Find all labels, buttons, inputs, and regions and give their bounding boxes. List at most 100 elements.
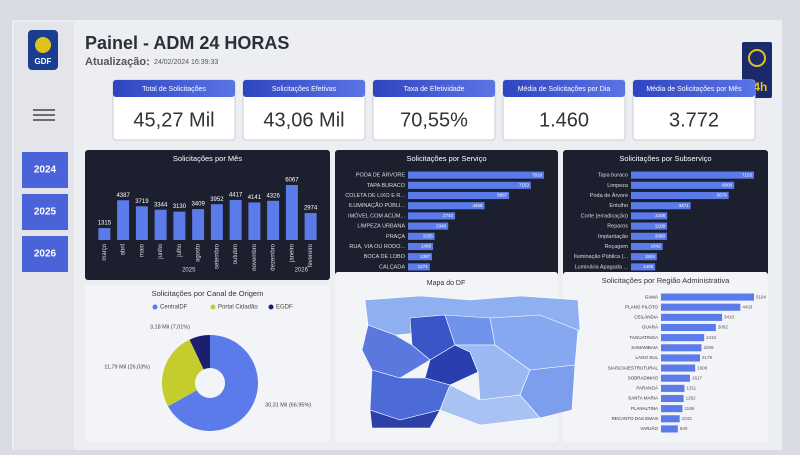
bar: [661, 384, 685, 392]
bar: [408, 191, 510, 200]
data-label: 1311: [686, 386, 696, 391]
bar: [304, 213, 317, 240]
year-button[interactable]: [22, 236, 68, 272]
data-label: 2089: [655, 233, 666, 238]
data-label: 5194: [756, 294, 767, 299]
kpi-header: [113, 80, 235, 97]
y-tick-label: TAPA BURACO: [367, 183, 406, 189]
y-tick-label: Roçagem: [604, 244, 628, 250]
kpi-header: [373, 80, 495, 97]
bar: [631, 181, 735, 189]
bar: [285, 185, 298, 240]
y-tick-label: Poda de Árvore: [590, 192, 628, 199]
bar: [631, 202, 691, 210]
kpi-value: 45,27 Mil: [133, 109, 214, 131]
data-label: 3062: [718, 325, 729, 330]
bar: [173, 211, 186, 240]
kpi-header: [243, 80, 365, 97]
data-label: 1504: [645, 254, 656, 259]
bar: [408, 222, 449, 230]
data-label: 2179: [702, 355, 713, 360]
bar: [135, 206, 148, 240]
data-label: 2100: [655, 223, 666, 228]
year-label: 2026: [34, 249, 57, 260]
data-label: 1458: [421, 244, 432, 249]
y-tick-label: PLANALTINA: [631, 406, 658, 411]
chart-title: Solicitações por Subserviço: [619, 154, 711, 163]
data-label: 3471: [679, 203, 690, 208]
bar: [661, 394, 684, 403]
x-tick-label: novembro: [252, 243, 258, 270]
kpi-header: [503, 80, 625, 97]
y-tick-label: VARJÃO: [640, 425, 658, 431]
chart-title: Solicitações por Serviço: [406, 154, 486, 163]
data-label: 7919: [532, 172, 543, 177]
pie-slice: [168, 335, 259, 432]
bar: [661, 334, 705, 342]
pie-slice: [189, 335, 210, 370]
data-label: 3410: [724, 315, 735, 320]
bar: [661, 344, 702, 352]
x-tick-label: janeiro: [289, 243, 295, 263]
bar: [248, 202, 261, 240]
bar: [631, 253, 657, 261]
menu-hit[interactable]: [30, 106, 58, 126]
map-region: [519, 364, 576, 419]
chart-title: Solicitações por Região Administrativa: [602, 276, 730, 285]
data-label: 2410: [706, 335, 717, 340]
year-button[interactable]: [22, 152, 68, 188]
y-tick-label: Implantação: [598, 234, 628, 240]
data-label: 11,79 Mil (26,03%): [104, 364, 150, 370]
y-tick-label: PRAÇA: [386, 234, 405, 240]
data-label: 1043: [682, 416, 693, 421]
data-label: 1397: [420, 254, 431, 259]
data-label: 1271: [418, 264, 429, 269]
data-label: 30,31 Mil (66,95%): [265, 402, 311, 408]
data-label: 3719: [135, 199, 149, 205]
map: [361, 295, 581, 429]
bar: [631, 212, 668, 220]
y-tick-label: Tapa buraco: [598, 173, 628, 179]
data-label: 1908: [697, 365, 708, 370]
bar: [631, 263, 656, 271]
y-tick-label: LIMPEZA URBANA: [357, 224, 405, 230]
x-tick-label: outubro: [233, 243, 239, 264]
y-tick-label: SANTA MARIA: [628, 396, 658, 401]
bar: [661, 354, 701, 362]
bar: [631, 222, 668, 230]
kpi-title: Média de Solicitações por Dia: [518, 86, 611, 93]
bar: [631, 171, 754, 179]
menu-button[interactable]: [30, 106, 58, 126]
x-tick-label: agosto: [196, 243, 202, 262]
map-region: [369, 409, 441, 429]
data-label: 2259: [703, 345, 714, 350]
y-tick-label: RECANTO DAS EMAS: [612, 416, 658, 421]
bar: [631, 242, 663, 251]
logo-emblem: [35, 37, 51, 53]
bar: [229, 199, 242, 240]
bar: [661, 425, 678, 433]
data-label: 4326: [266, 193, 280, 199]
x-tick-label: setembro: [214, 243, 220, 269]
year-button[interactable]: [22, 194, 68, 230]
bar: [661, 364, 696, 372]
data-label: 3,18 Mil (7,01%): [150, 324, 190, 330]
bar: [98, 228, 111, 240]
y-tick-label: Entulho: [609, 203, 628, 209]
data-label: 5887: [497, 193, 508, 198]
map-region: [361, 324, 431, 379]
data-label: 1617: [692, 375, 703, 380]
y-tick-label: CALÇADA: [379, 264, 405, 270]
y-tick-label: LAGO SUL: [635, 355, 658, 360]
data-label: 2106: [655, 213, 666, 218]
bar: [661, 405, 683, 413]
bar: [661, 374, 690, 382]
update-label: Atualização:: [85, 56, 150, 68]
chart-title: Solicitações por Mês: [173, 154, 242, 163]
data-label: 2974: [304, 206, 318, 212]
x-tick-label: julho: [177, 243, 183, 257]
y-tick-label: PARANOÁ: [636, 385, 658, 391]
bar: [408, 232, 435, 240]
kpi-title: Taxa de Efetividade: [403, 86, 464, 93]
legend-label: CentralDF: [160, 305, 188, 311]
